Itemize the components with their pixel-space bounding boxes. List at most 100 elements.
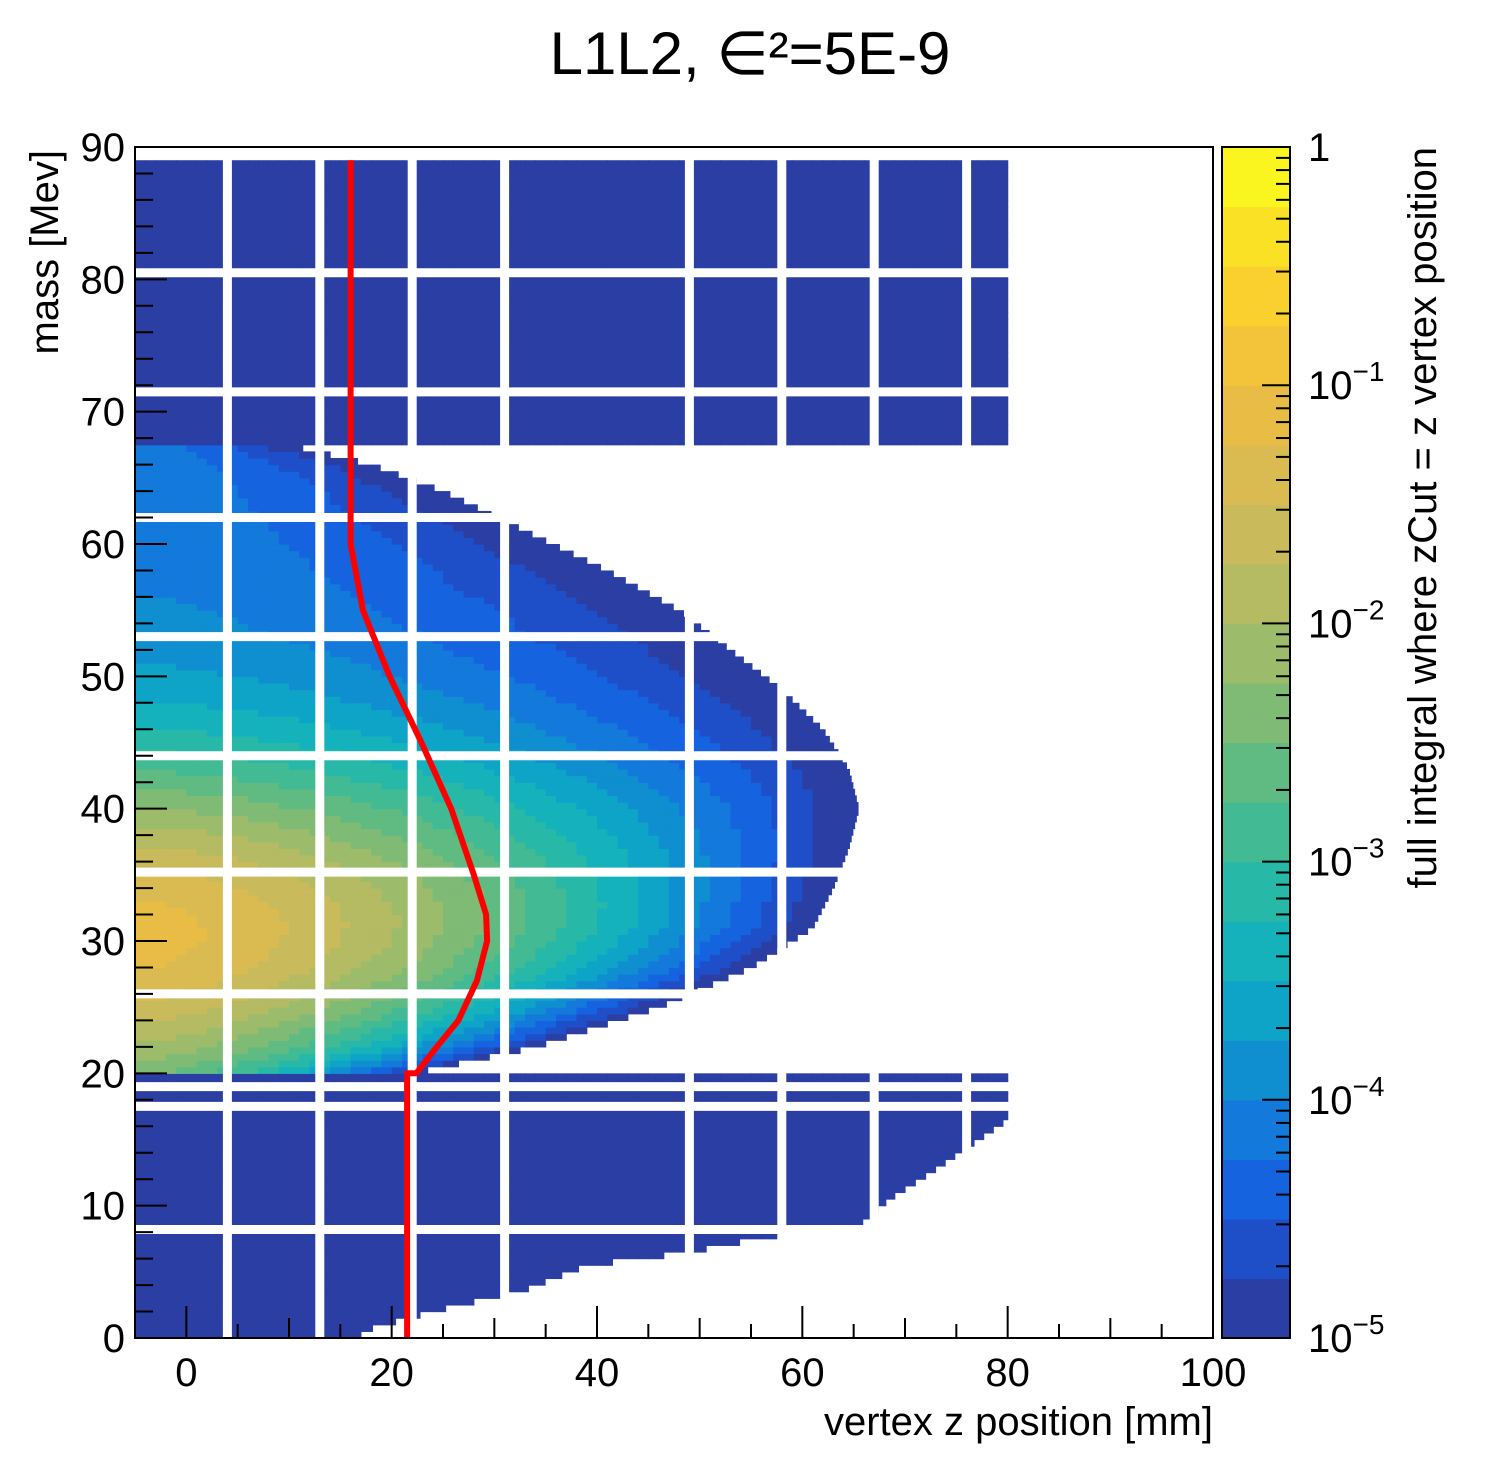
heatmap-cell — [165, 1000, 177, 1008]
heatmap-cell — [525, 828, 536, 836]
heatmap-cell — [443, 861, 454, 869]
heatmap-cell — [360, 1172, 372, 1180]
heatmap-cell — [176, 881, 187, 889]
heatmap-cell — [586, 888, 598, 896]
heatmap-cell — [781, 874, 793, 883]
heatmap-cell — [597, 921, 608, 929]
heatmap-cell — [391, 1066, 403, 1074]
heatmap-cell — [586, 1020, 598, 1028]
heatmap-cell — [607, 815, 619, 823]
heatmap-cell — [371, 1033, 382, 1041]
heatmap-cell — [155, 1311, 167, 1319]
heatmap-cell — [761, 1199, 773, 1207]
heatmap-cell — [155, 1172, 167, 1180]
heatmap-cell — [668, 835, 680, 843]
heatmap-cell — [781, 802, 793, 810]
heatmap-cell — [422, 980, 434, 988]
heatmap-cell — [196, 1040, 208, 1048]
heatmap-cell — [165, 1278, 177, 1286]
heatmap-cell — [679, 1199, 690, 1207]
heatmap-cell — [853, 1119, 865, 1127]
heatmap-cell — [720, 1172, 732, 1180]
heatmap-cell — [843, 1126, 855, 1134]
heatmap-cell — [494, 1218, 506, 1227]
heatmap-cell — [720, 1199, 732, 1207]
heatmap-cell — [258, 1251, 270, 1260]
heatmap-cell — [874, 1172, 886, 1180]
heatmap-cell — [802, 894, 814, 902]
heatmap-cell — [576, 941, 588, 949]
heatmap-cell — [206, 1218, 218, 1227]
heatmap-cell — [443, 815, 454, 823]
heatmap-cell — [319, 1060, 331, 1068]
heatmap-cell — [227, 934, 239, 942]
heatmap-cell — [145, 835, 157, 843]
heatmap-cell — [576, 802, 588, 810]
heatmap-cell — [422, 907, 434, 916]
heatmap-cell — [443, 1113, 454, 1121]
heatmap-cell — [617, 914, 629, 922]
heatmap-cell — [350, 941, 362, 949]
heatmap-cell — [638, 1159, 649, 1167]
heatmap-cell — [227, 1192, 239, 1200]
heatmap-cell — [319, 1139, 331, 1147]
heatmap-cell — [545, 1146, 557, 1154]
heatmap-cell — [340, 1119, 352, 1127]
heatmap-cell — [555, 1258, 567, 1266]
heatmap-cell — [463, 967, 475, 975]
heatmap-cell — [566, 1013, 578, 1021]
heatmap-cell — [381, 881, 393, 889]
heatmap-cell — [371, 808, 382, 816]
heatmap-cell — [709, 821, 721, 830]
heatmap-cell — [340, 1212, 352, 1220]
heatmap-cell — [781, 1093, 793, 1101]
heatmap-cell — [566, 1165, 578, 1174]
heatmap-cell — [422, 1271, 434, 1280]
heatmap-cell — [504, 947, 516, 955]
heatmap-cell — [822, 1179, 834, 1187]
heatmap-cell — [155, 1040, 167, 1048]
heatmap-cell — [751, 861, 762, 869]
heatmap-cell — [607, 1179, 619, 1187]
heatmap-cell — [751, 888, 762, 896]
heatmap-cell — [299, 1040, 311, 1048]
heatmap-cell — [299, 921, 311, 929]
heatmap-cell — [422, 848, 434, 856]
heatmap-cell — [299, 1232, 311, 1240]
heatmap-cell — [566, 1199, 578, 1207]
heatmap-cell — [976, 1132, 985, 1141]
heatmap-cell — [597, 894, 608, 902]
heatmap-cell — [627, 941, 639, 949]
heatmap-cell — [453, 914, 465, 922]
heatmap-cell — [412, 907, 424, 916]
heatmap-cell — [176, 1000, 187, 1008]
heatmap-cell — [514, 1027, 526, 1035]
heatmap-cell — [155, 1165, 167, 1174]
heatmap-cell — [668, 888, 680, 896]
heatmap-cell — [627, 921, 639, 929]
heatmap-cell — [473, 854, 485, 863]
heatmap-cell — [525, 934, 536, 942]
heatmap-cell — [176, 1007, 187, 1015]
heatmap-cell — [894, 1126, 906, 1134]
heatmap-cell — [432, 921, 444, 929]
heatmap-cell — [730, 1232, 742, 1240]
heatmap-cell — [648, 1093, 660, 1101]
heatmap-cell — [401, 861, 413, 869]
heatmap-cell — [679, 828, 690, 836]
heatmap-cell — [525, 1007, 536, 1015]
heatmap-cell — [453, 1192, 465, 1200]
heatmap-cell — [545, 1013, 557, 1021]
heatmap-cell — [227, 974, 239, 982]
heatmap-cell — [319, 1311, 331, 1319]
heatmap-cell — [330, 1172, 341, 1180]
heatmap-cell — [761, 1126, 773, 1134]
heatmap-cell — [504, 874, 516, 883]
heatmap-cell — [617, 841, 629, 849]
heatmap-cell — [699, 1179, 711, 1187]
heatmap-cell — [863, 1212, 871, 1220]
heatmap-cell — [299, 1013, 311, 1021]
heatmap-cell — [196, 848, 208, 856]
heatmap-cell — [576, 1093, 588, 1101]
heatmap-cell — [679, 1192, 690, 1200]
